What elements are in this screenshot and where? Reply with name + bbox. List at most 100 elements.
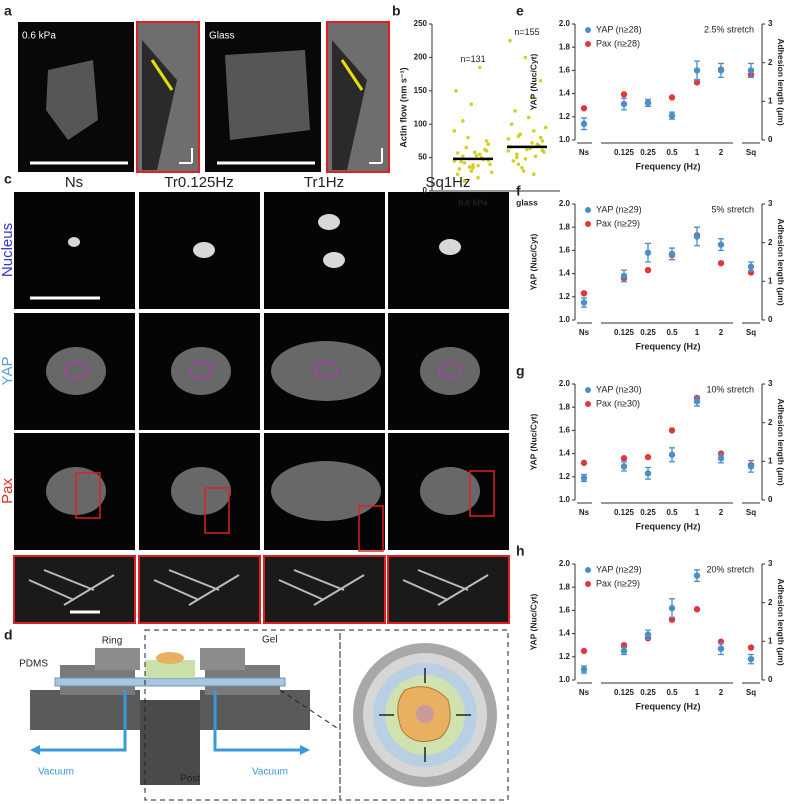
y2-tick-label: 2 — [768, 418, 773, 427]
data-point — [469, 169, 474, 173]
data-point — [693, 79, 701, 86]
panel-label: h — [516, 543, 525, 559]
data-point — [457, 167, 462, 171]
x-tick-label: 0.125 — [614, 508, 635, 517]
x-axis-label: Frequency (Hz) — [635, 521, 700, 531]
cell-image — [171, 467, 231, 515]
annotation: 2.5% stretch — [704, 24, 754, 34]
legend-marker — [585, 387, 591, 393]
y-axis-label: YAP (Nuc/Cyt) — [528, 413, 538, 470]
x-tick-label: 0.5 — [666, 688, 678, 697]
legend-label: Pax (n≥29) — [596, 578, 640, 588]
cell-image — [420, 467, 480, 515]
data-point — [523, 55, 528, 60]
data-point — [540, 139, 545, 143]
y-tick-label: 1.2 — [559, 112, 571, 121]
cell-image — [271, 461, 381, 521]
data-point — [693, 606, 701, 613]
y-tick-label: 1.0 — [559, 495, 571, 504]
diagram-label: Post — [180, 774, 200, 785]
panel-label: d — [4, 627, 13, 643]
data-point — [533, 154, 538, 159]
data-point — [521, 169, 526, 173]
y-tick-label: 1.6 — [559, 66, 571, 75]
x-tick-label: 0.125 — [614, 148, 635, 157]
panel-label: f — [516, 183, 521, 199]
data-point — [466, 135, 470, 140]
column-header: Tr0.125Hz — [164, 174, 233, 191]
adhesion-streaks — [402, 569, 489, 606]
legend-label: YAP (n≥30) — [596, 384, 642, 394]
x-tick-label: Ns — [579, 148, 590, 157]
data-point — [717, 241, 725, 248]
flow-line — [340, 59, 364, 91]
data-point — [620, 100, 628, 108]
legend-label: Pax (n≥30) — [596, 398, 640, 408]
data-point — [469, 102, 474, 106]
kymograph-streak — [142, 40, 177, 170]
data-point — [620, 455, 628, 462]
x-axis-label: Frequency (Hz) — [635, 701, 700, 711]
panel-label: e — [516, 3, 524, 19]
y-tick-label: 100 — [414, 119, 428, 128]
legend-marker — [585, 207, 591, 213]
nucleus-image — [193, 242, 215, 258]
y2-tick-label: 3 — [768, 199, 773, 208]
y-tick-label: 1.0 — [559, 675, 571, 684]
data-point — [580, 666, 588, 673]
adhesion-streaks — [28, 569, 115, 606]
y2-tick-label: 1 — [768, 276, 773, 285]
data-point — [520, 165, 524, 170]
row-label: Pax — [0, 478, 16, 504]
y-tick-label: 1.2 — [559, 652, 571, 661]
data-point — [515, 152, 519, 157]
data-point — [455, 172, 460, 177]
nucleus-outline — [64, 361, 88, 379]
x-tick-label: 2 — [719, 508, 724, 517]
micrograph — [264, 192, 385, 309]
cell-image — [46, 347, 106, 395]
data-point — [472, 150, 477, 155]
y2-tick-label: 0 — [768, 675, 773, 684]
data-point — [513, 109, 517, 113]
panel-label: g — [516, 363, 525, 379]
data-point — [620, 91, 628, 98]
data-point — [478, 152, 482, 157]
x-tick-label: 0.125 — [614, 328, 635, 337]
image-label: 0.6 kPa — [22, 31, 56, 42]
y-tick-label: 1.6 — [559, 426, 571, 435]
x-tick-label: 1 — [695, 148, 700, 157]
y-tick-label: 0 — [423, 186, 428, 195]
legend-label: YAP (n≥29) — [596, 564, 642, 574]
data-point — [488, 162, 492, 167]
data-point — [526, 115, 531, 120]
zoom-region — [204, 487, 230, 534]
y-tick-label: 1.2 — [559, 292, 571, 301]
data-point — [516, 134, 521, 139]
data-point — [668, 451, 676, 458]
y-tick-label: 1.8 — [559, 42, 571, 51]
data-point — [580, 474, 588, 482]
data-point — [747, 655, 755, 663]
y-tick-label: 1.4 — [559, 89, 571, 98]
nucleus-image — [323, 252, 345, 268]
data-point — [464, 145, 469, 150]
base-left — [30, 690, 140, 730]
legend-marker — [585, 567, 591, 573]
data-point — [540, 148, 545, 153]
cell-image — [171, 347, 231, 395]
data-point — [747, 463, 755, 470]
data-point — [516, 162, 521, 167]
legend-marker — [585, 401, 591, 407]
cell-image — [420, 347, 480, 395]
y-tick-label: 1.8 — [559, 402, 571, 411]
data-point — [747, 263, 755, 270]
adhesion-streaks — [278, 569, 365, 606]
membrane — [54, 677, 286, 687]
x-tick-label: 0.25 — [640, 508, 656, 517]
x-tick-label: Ns — [579, 508, 590, 517]
data-point — [455, 151, 460, 155]
y2-tick-label: 0 — [768, 315, 773, 324]
ring-right — [200, 648, 245, 670]
x-tick-label: 0.25 — [640, 688, 656, 697]
